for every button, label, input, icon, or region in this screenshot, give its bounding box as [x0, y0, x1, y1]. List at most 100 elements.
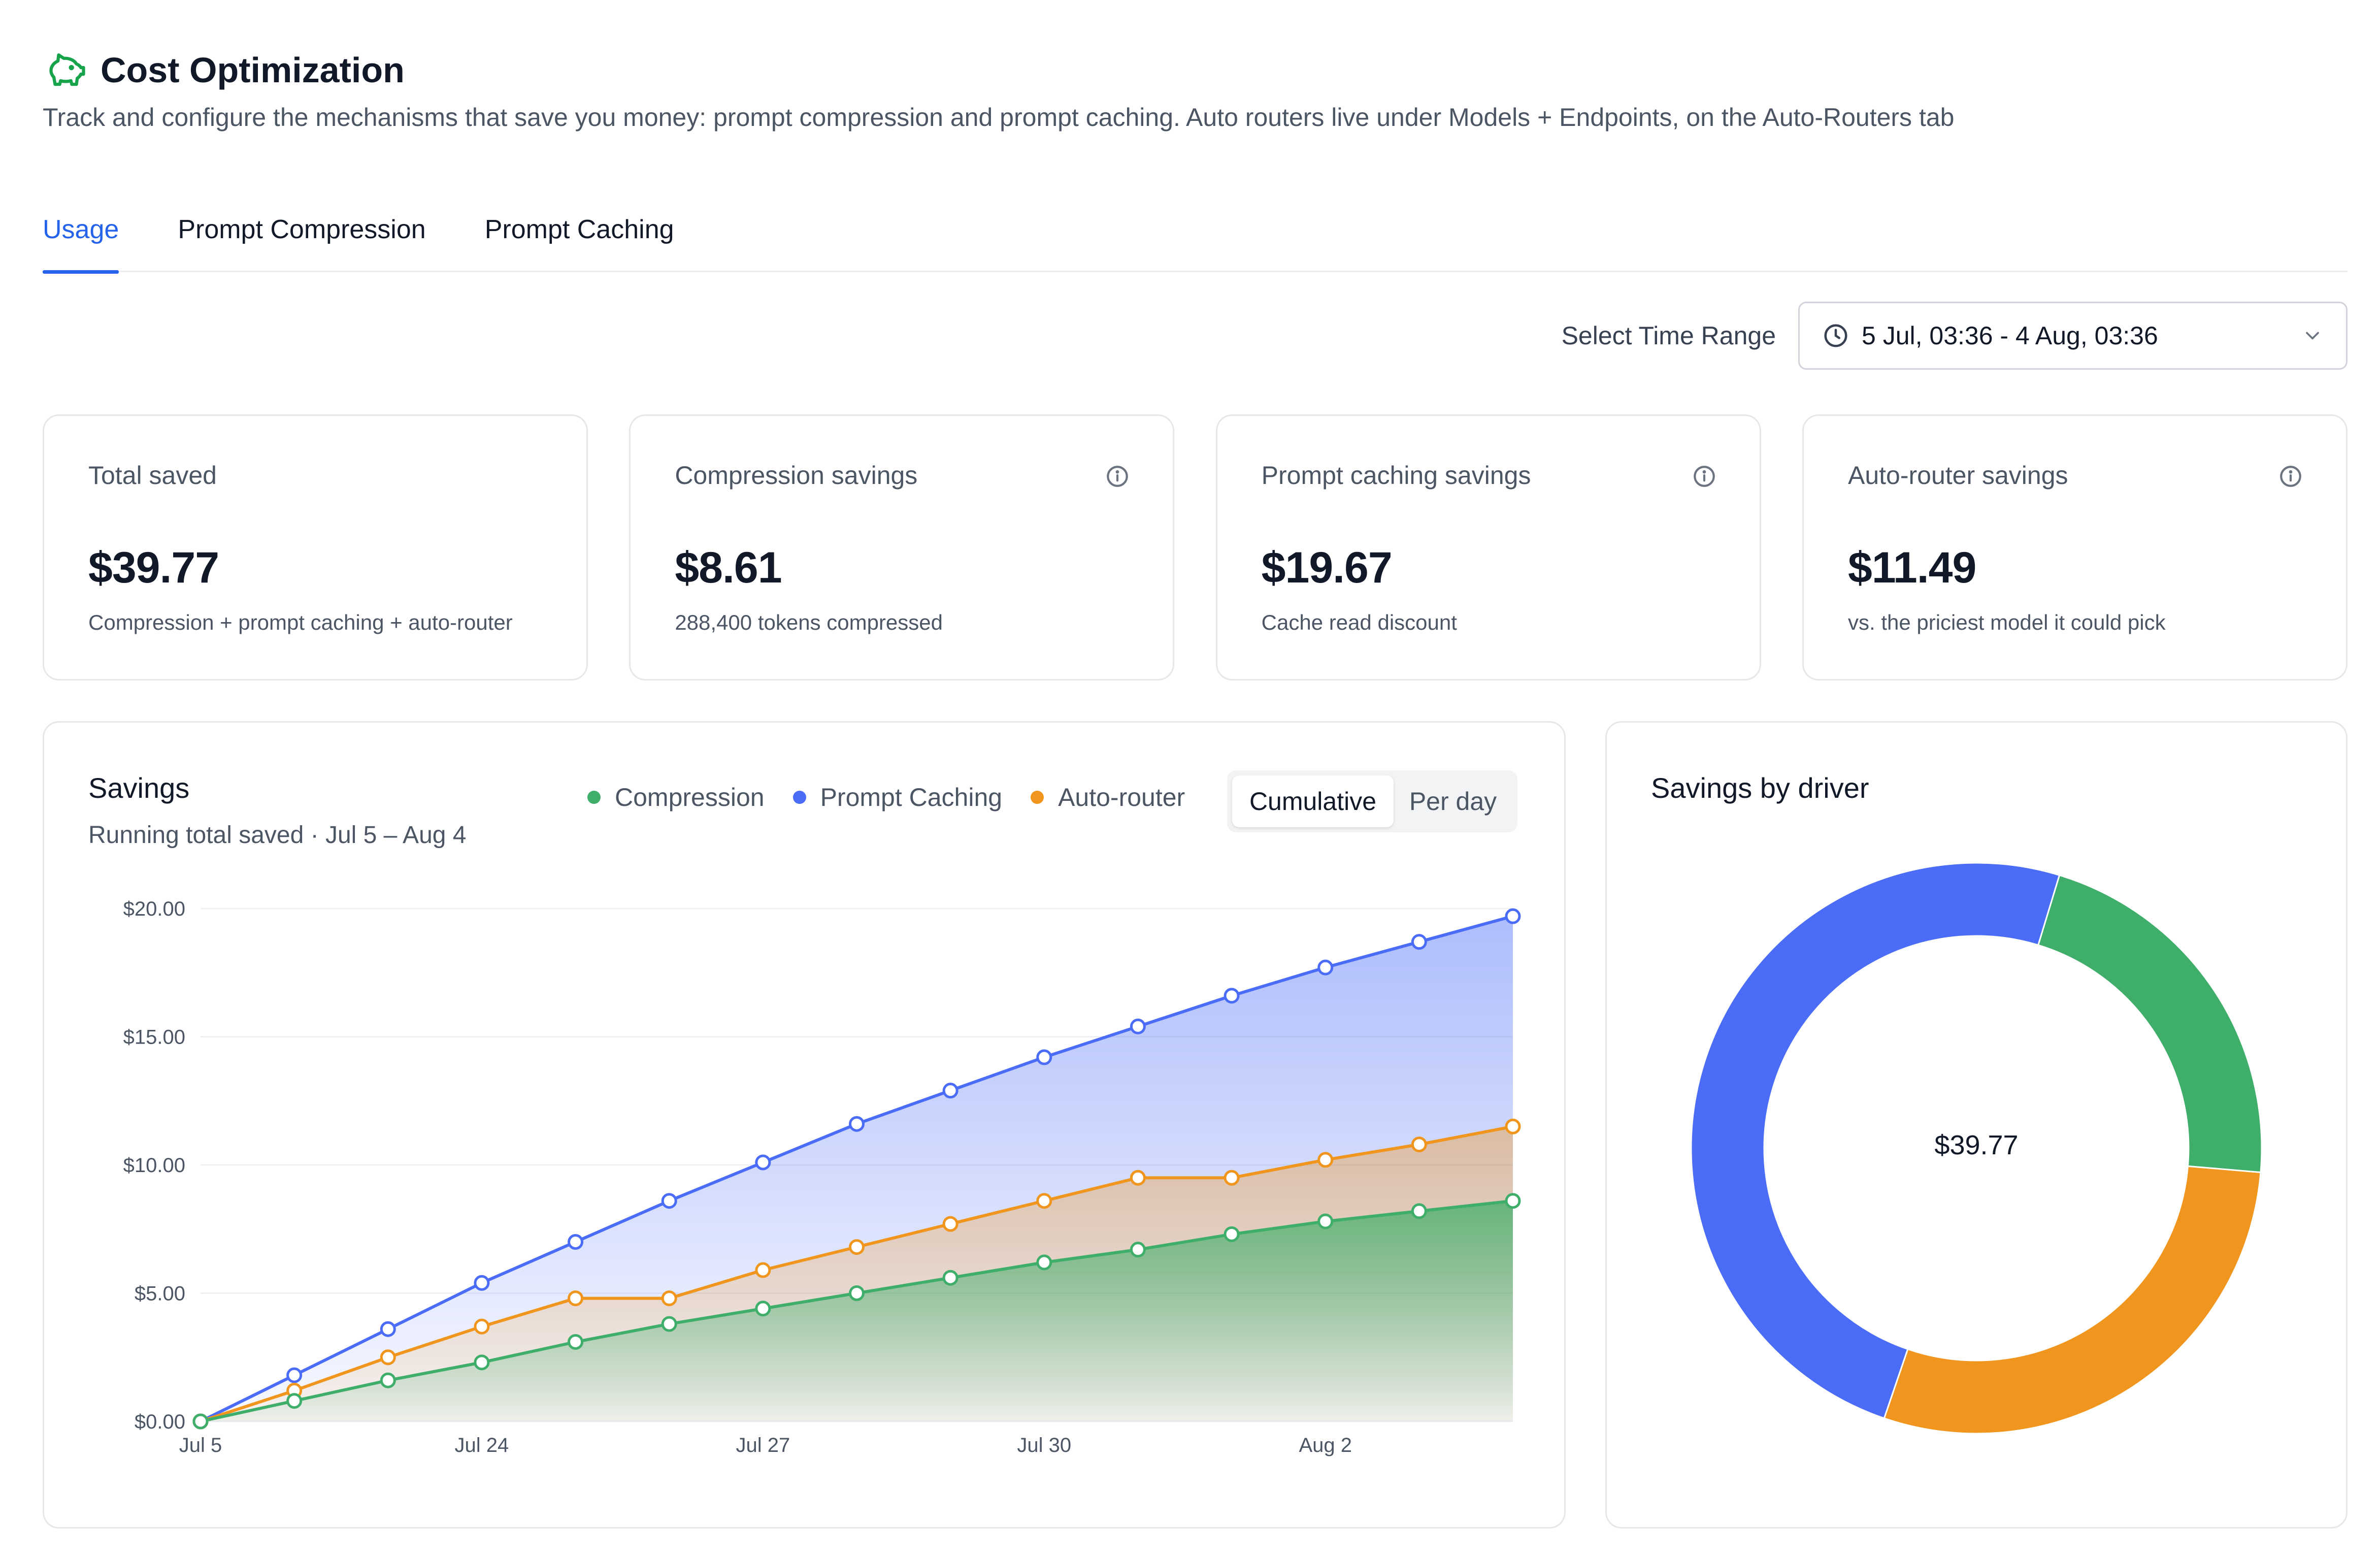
savings-by-driver-panel: Savings by driver $39.77	[1605, 721, 2348, 1529]
time-range-label: Select Time Range	[1561, 321, 1776, 350]
card-note: 288,400 tokens compressed	[675, 610, 943, 634]
y-tick-label: $20.00	[123, 898, 185, 920]
info-icon[interactable]	[2278, 464, 2303, 489]
tab-prompt-compression[interactable]: Prompt Compression	[178, 215, 426, 244]
card-label: Total saved	[88, 461, 217, 490]
point-auto-router[interactable]	[661, 1290, 677, 1307]
point-prompt-caching[interactable]	[1317, 959, 1334, 976]
point-prompt-caching[interactable]	[942, 1083, 958, 1099]
point-compression[interactable]	[755, 1301, 771, 1317]
toggle-per-day[interactable]: Per day	[1409, 787, 1497, 816]
point-compression[interactable]	[192, 1413, 209, 1430]
point-prompt-caching[interactable]	[1224, 988, 1240, 1004]
point-prompt-caching[interactable]	[661, 1193, 677, 1209]
point-auto-router[interactable]	[1130, 1170, 1146, 1186]
card-note: vs. the priciest model it could pick	[1847, 610, 2166, 634]
tab-prompt-caching[interactable]: Prompt Caching	[484, 215, 674, 244]
card-value: $19.67	[1261, 543, 1393, 592]
y-tick-label: $10.00	[123, 1154, 185, 1177]
legend-label: Prompt Caching	[820, 783, 1003, 812]
point-compression[interactable]	[286, 1393, 303, 1409]
point-prompt-caching[interactable]	[474, 1275, 490, 1291]
point-auto-router[interactable]	[942, 1216, 958, 1232]
card-value: $8.61	[675, 543, 782, 592]
view-toggle: Cumulative Per day	[1227, 770, 1517, 832]
point-prompt-caching[interactable]	[849, 1116, 865, 1132]
point-compression[interactable]	[1505, 1193, 1521, 1209]
point-auto-router[interactable]	[1411, 1137, 1427, 1153]
donut-slice-prompt-caching[interactable]	[1690, 862, 2061, 1419]
donut-slice-auto-router[interactable]	[1883, 1165, 2262, 1435]
x-tick-label: Jul 30	[1017, 1434, 1071, 1456]
y-tick-label: $0.00	[135, 1411, 185, 1433]
point-compression[interactable]	[661, 1316, 677, 1332]
point-compression[interactable]	[380, 1372, 396, 1388]
point-prompt-caching[interactable]	[755, 1154, 771, 1171]
card-note: Cache read discount	[1261, 610, 1457, 634]
x-tick-label: Jul 24	[455, 1434, 509, 1456]
point-prompt-caching[interactable]	[1505, 908, 1521, 924]
point-prompt-caching[interactable]	[1411, 934, 1427, 950]
page-subtitle: Track and configure the mechanisms that …	[43, 103, 1955, 132]
point-prompt-caching[interactable]	[380, 1321, 396, 1337]
legend-label: Compression	[615, 783, 765, 812]
point-compression[interactable]	[1130, 1242, 1146, 1258]
point-auto-router[interactable]	[1317, 1152, 1334, 1168]
point-auto-router[interactable]	[380, 1349, 396, 1366]
point-auto-router[interactable]	[849, 1239, 865, 1255]
x-tick-label: Jul 27	[736, 1434, 790, 1456]
driver-title: Savings by driver	[1651, 772, 1869, 804]
point-layer	[192, 908, 1521, 1430]
legend-dot	[587, 791, 601, 804]
toggle-cumulative[interactable]: Cumulative	[1232, 775, 1394, 827]
point-compression[interactable]	[1317, 1213, 1334, 1229]
info-icon[interactable]	[1105, 464, 1130, 489]
point-compression[interactable]	[1036, 1254, 1052, 1271]
point-auto-router[interactable]	[568, 1290, 584, 1307]
legend-label: Auto-router	[1058, 783, 1185, 812]
savings-title: Savings	[88, 772, 190, 804]
chevron-down-icon	[2306, 332, 2319, 340]
savings-subtitle: Running total saved · Jul 5 – Aug 4	[88, 822, 467, 849]
time-range-value: 5 Jul, 03:36 - 4 Aug, 03:36	[1862, 321, 2158, 350]
savings-donut-chart: $39.77	[1690, 862, 2263, 1435]
legend-item-auto-router: Auto-router	[1031, 783, 1185, 812]
donut-slice-compression[interactable]	[2037, 874, 2263, 1174]
stat-cards: Total saved $39.77 Compression + prompt …	[43, 414, 2348, 680]
time-range-select[interactable]: 5 Jul, 03:36 - 4 Aug, 03:36	[1798, 302, 2348, 370]
savings-line-chart: $0.00 $5.00 $10.00 $15.00 $20.00 Jul 5 Jul 24 J…	[123, 898, 1521, 1456]
point-compression[interactable]	[942, 1270, 958, 1286]
point-auto-router[interactable]	[755, 1262, 771, 1278]
point-prompt-caching[interactable]	[568, 1234, 584, 1250]
legend-dot	[792, 791, 806, 804]
tab-usage[interactable]: Usage	[43, 208, 119, 274]
point-prompt-caching[interactable]	[1130, 1018, 1146, 1034]
card-label: Compression savings	[675, 461, 918, 490]
point-compression[interactable]	[568, 1334, 584, 1350]
point-compression[interactable]	[849, 1285, 865, 1301]
card-compression-savings: Compression savings $8.61 288,400 tokens…	[629, 414, 1175, 680]
y-tick-label: $15.00	[123, 1026, 185, 1049]
card-value: $39.77	[88, 543, 219, 592]
x-tick-label: Aug 2	[1299, 1434, 1352, 1456]
legend-item-prompt-caching: Prompt Caching	[792, 783, 1003, 812]
savings-panel: Savings Running total saved · Jul 5 – Au…	[43, 721, 1566, 1529]
point-compression[interactable]	[474, 1354, 490, 1371]
chart-legend: Compression Prompt Caching Auto-router	[587, 783, 1213, 812]
title-row: Cost Optimization	[43, 49, 2348, 91]
piggy-bank-icon	[49, 53, 85, 86]
card-value: $11.49	[1847, 543, 1976, 592]
point-compression[interactable]	[1411, 1203, 1427, 1219]
page-title: Cost Optimization	[101, 50, 405, 90]
point-auto-router[interactable]	[474, 1318, 490, 1335]
point-compression[interactable]	[1224, 1226, 1240, 1242]
point-auto-router[interactable]	[1036, 1193, 1052, 1209]
point-prompt-caching[interactable]	[1036, 1049, 1052, 1065]
point-prompt-caching[interactable]	[286, 1367, 303, 1383]
card-auto-router-savings: Auto-router savings $11.49 vs. the prici…	[1802, 414, 2348, 680]
info-icon[interactable]	[1692, 464, 1717, 489]
point-auto-router[interactable]	[1224, 1170, 1240, 1186]
point-auto-router[interactable]	[1505, 1118, 1521, 1134]
card-label: Prompt caching savings	[1261, 461, 1531, 490]
card-prompt-caching-savings: Prompt caching savings $19.67 Cache read…	[1215, 414, 1761, 680]
